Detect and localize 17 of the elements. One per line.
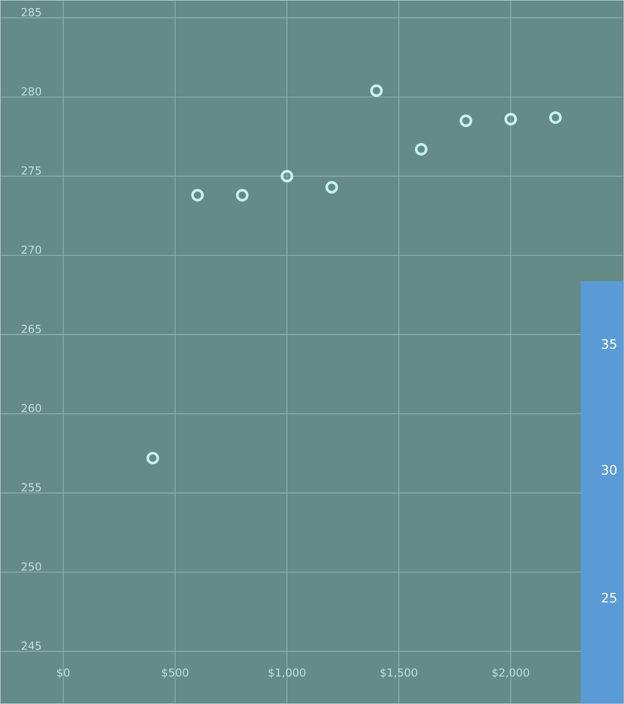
y-tick-label: 275 (22, 166, 41, 175)
annotation: 25 (602, 592, 616, 603)
y-tick-label: 255 (22, 483, 41, 492)
x-tick-label: $0 (57, 668, 70, 678)
y-tick-label: 270 (22, 246, 42, 254)
y-tick-label: 250 (22, 562, 42, 571)
x-tick-label: $1,000 (268, 668, 306, 678)
y-tick-label: 265 (22, 324, 41, 334)
annotation: 35 (602, 339, 616, 349)
x-tick-label: $500 (162, 668, 188, 678)
y-tick-label: 280 (22, 87, 42, 96)
x-tick-label: $2,000 (492, 668, 530, 678)
annotation: 30 (602, 464, 616, 475)
y-tick-label: 260 (22, 404, 42, 412)
x-tick-label: $1,500 (380, 668, 418, 678)
y-tick-label: 285 (22, 8, 41, 16)
y-tick-label: 245 (22, 642, 41, 650)
